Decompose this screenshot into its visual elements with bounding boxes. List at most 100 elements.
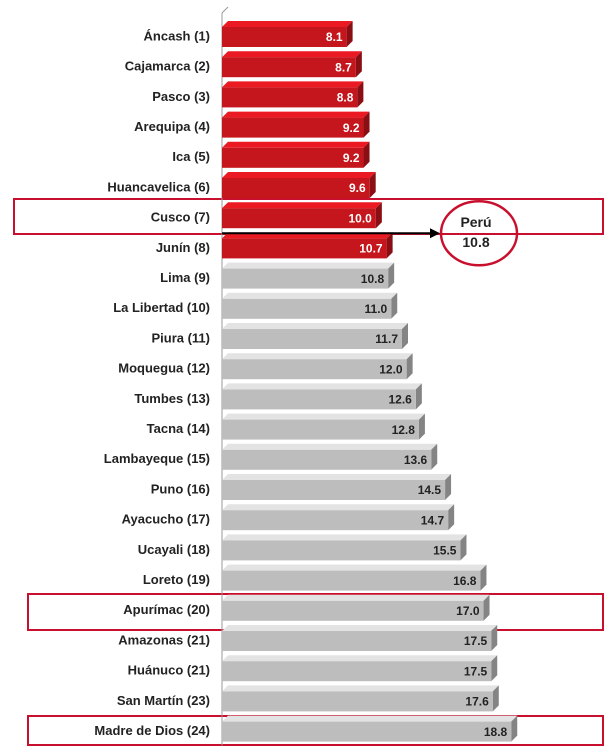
y-tick-label: Cajamarca (2) [125, 59, 210, 74]
bar-side [483, 594, 490, 621]
bar [222, 298, 392, 319]
bar [222, 480, 446, 500]
y-tick-label: Madre de Dios (24) [94, 723, 210, 738]
y-tick-label: Lima (9) [160, 270, 210, 285]
bar-side [415, 383, 422, 410]
bar-top [222, 383, 422, 390]
value-label: 17.5 [464, 634, 488, 648]
bar-top [222, 172, 376, 178]
y-tick-label: Ayacucho (17) [122, 512, 210, 527]
annotation-value: 10.8 [462, 234, 489, 250]
bar [222, 540, 461, 561]
bar-side [386, 232, 393, 259]
value-label: 12.6 [388, 393, 412, 407]
value-label: 17.6 [465, 695, 489, 709]
bar-top [222, 715, 518, 722]
y-tick-label: Lambayeque (15) [104, 451, 210, 466]
bar-top [222, 141, 370, 148]
value-label: 16.8 [453, 574, 477, 588]
y-tick-label: Amazonas (21) [118, 632, 210, 647]
bar-top [222, 413, 425, 420]
bar [222, 600, 484, 621]
value-label: 10.7 [359, 242, 383, 256]
value-label: 17.0 [456, 604, 480, 618]
bar-side [357, 81, 364, 108]
value-label: 17.5 [464, 664, 488, 678]
y-tick-label: Puno (16) [151, 481, 210, 496]
bar [222, 87, 358, 108]
value-label: 18.8 [484, 725, 508, 739]
value-label: 14.5 [418, 483, 442, 497]
bar-side [346, 21, 353, 47]
bar-top [222, 474, 452, 480]
bar [222, 691, 493, 712]
bar-top [222, 323, 408, 329]
y-tick-label: Arequipa (4) [134, 119, 210, 134]
bar-side [363, 111, 370, 138]
bar-top [222, 51, 362, 58]
bar-side [418, 413, 425, 440]
bar [222, 389, 416, 410]
value-label: 8.7 [335, 60, 352, 74]
bar [222, 631, 492, 651]
bar-side [492, 685, 499, 712]
y-tick-label: Ica (5) [172, 149, 210, 164]
bar [222, 661, 492, 682]
bar-top [222, 353, 413, 360]
bar-side [375, 202, 382, 229]
bar-top [222, 292, 398, 299]
bar-side [480, 564, 487, 591]
value-label: 15.5 [433, 544, 457, 558]
bar-side [388, 262, 395, 289]
bar [222, 238, 387, 259]
bar [222, 510, 449, 531]
y-tick-label: Piura (11) [151, 330, 210, 345]
bar-top [222, 655, 498, 662]
y-tick-label: Ucayali (18) [138, 542, 210, 557]
bar [222, 449, 432, 470]
y-tick-label: Cusco (7) [151, 210, 210, 225]
bar-side [402, 323, 408, 349]
value-label: 10.0 [348, 211, 372, 225]
y-tick-label: Tacna (14) [147, 421, 210, 436]
bar-top [222, 81, 364, 88]
bar [222, 359, 407, 380]
bar-top [222, 111, 370, 118]
y-tick-label: Junín (8) [156, 240, 210, 255]
bar [222, 570, 481, 591]
y-tick-label: San Martín (23) [117, 693, 210, 708]
value-label: 11.0 [365, 302, 388, 316]
bar-side [369, 172, 376, 198]
bar-side [445, 474, 452, 500]
bar-side [431, 443, 438, 470]
y-tick-label: La Libertad (10) [113, 300, 210, 315]
value-label: 14.7 [421, 513, 445, 527]
bar-side [491, 655, 498, 682]
bar-top [222, 594, 490, 601]
bar [222, 721, 512, 742]
value-label: 11.7 [375, 332, 398, 346]
bar-top [222, 504, 455, 511]
bar [222, 147, 364, 168]
bar [222, 208, 376, 229]
bar-side [511, 715, 518, 742]
bar-top [222, 564, 487, 571]
bar-side [406, 353, 413, 380]
y-tick-label: Áncash (1) [144, 28, 210, 43]
bar-top [222, 534, 467, 541]
bar-side [491, 625, 498, 651]
bar-side [391, 292, 398, 319]
bar-top [222, 443, 438, 450]
value-label: 10.8 [361, 272, 385, 286]
value-label: 9.2 [343, 121, 360, 135]
bar [222, 419, 419, 440]
value-label: 13.6 [404, 453, 428, 467]
bar [222, 27, 347, 47]
bar-top [222, 625, 498, 631]
bar [222, 178, 370, 198]
bar [222, 268, 389, 289]
value-label: 8.8 [337, 91, 354, 105]
y-tick-label: Moquegua (12) [118, 361, 210, 376]
bar-side [363, 141, 370, 168]
